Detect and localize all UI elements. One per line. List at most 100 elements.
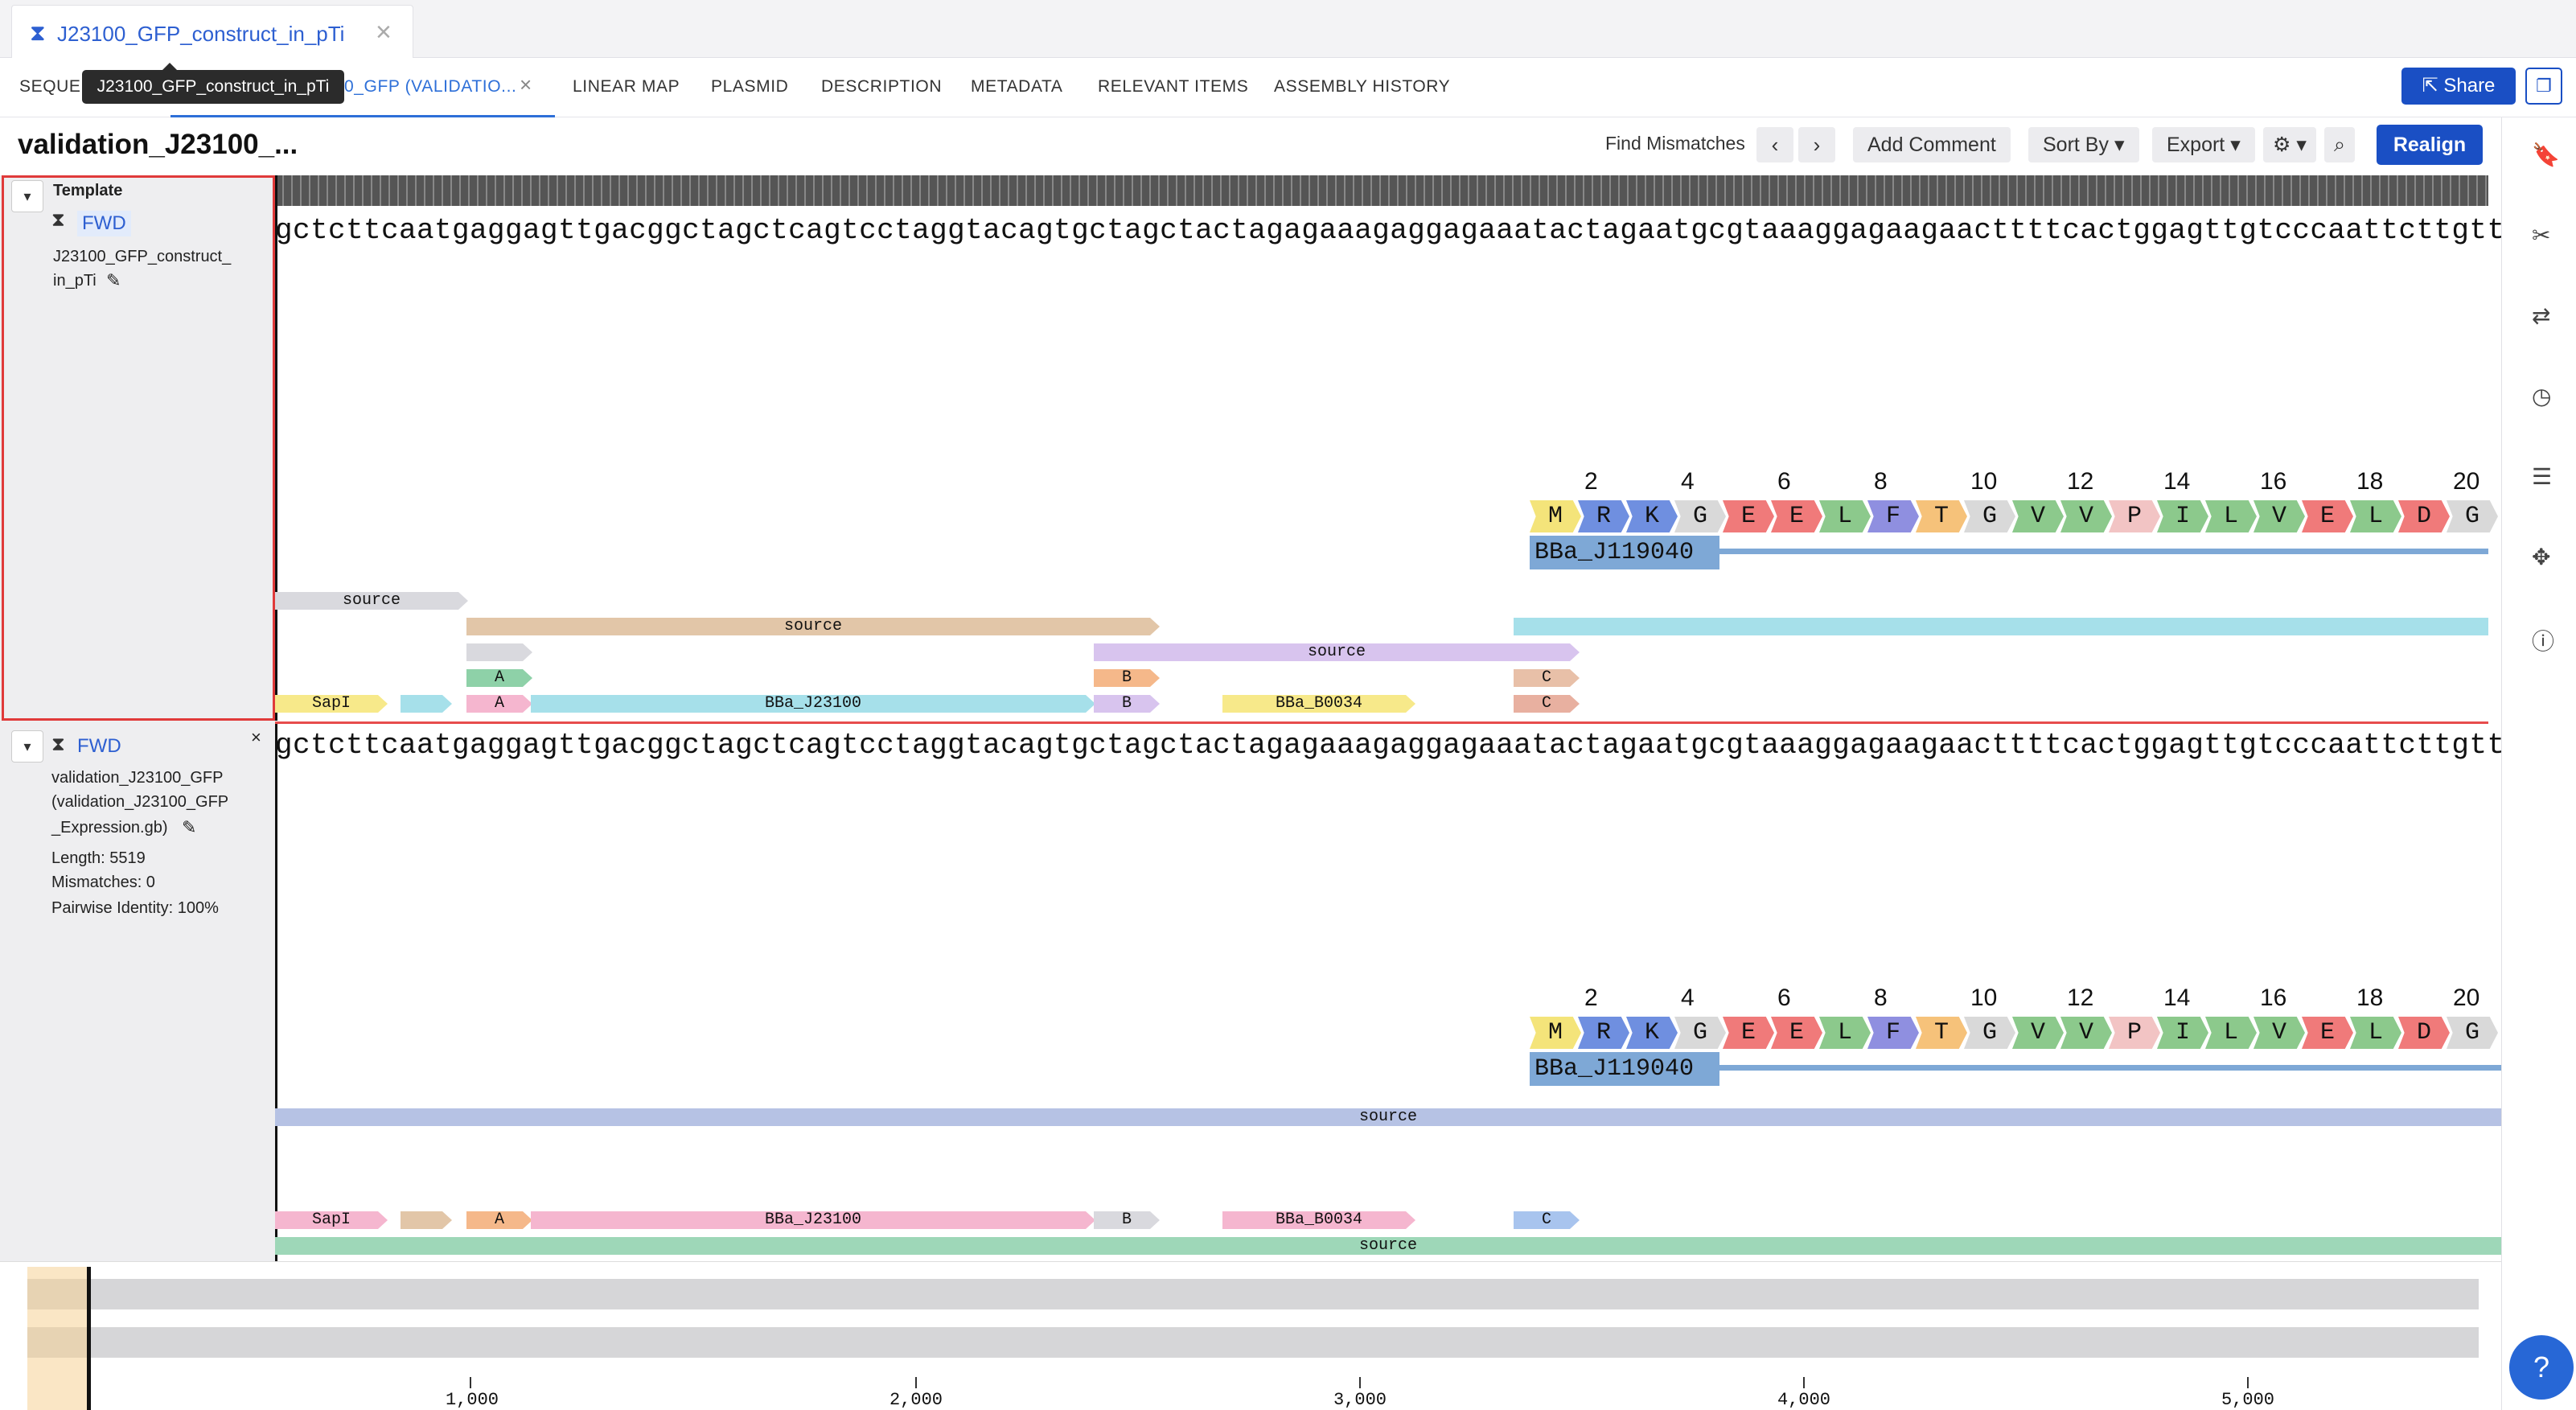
sort-by-button[interactable]: Sort By ▾ <box>2028 127 2139 162</box>
template-selection-box <box>2 175 275 721</box>
amino-acid: E <box>1771 1017 1822 1049</box>
tab-description[interactable]: DESCRIPTION <box>821 77 943 96</box>
orf-line <box>1719 549 2488 554</box>
close-icon[interactable]: × <box>376 17 392 47</box>
feature-source[interactable]: source <box>466 618 1160 635</box>
swap-icon[interactable]: ⇄ <box>2532 303 2551 328</box>
chevron-left-icon: ‹ <box>1771 133 1779 157</box>
amino-acid: L <box>2205 1017 2257 1049</box>
feature-SapI[interactable]: SapI <box>275 695 388 713</box>
amino-acid: E <box>1723 500 1774 532</box>
feature-source[interactable]: source <box>275 592 468 610</box>
copy-window-button[interactable]: ❐ <box>2525 68 2562 105</box>
amino-acid: E <box>1771 500 1822 532</box>
amino-acid: L <box>1819 500 1871 532</box>
feature-B[interactable]: B <box>1094 669 1160 687</box>
read-collapse-button[interactable]: ▾ <box>11 730 43 763</box>
feature-A[interactable]: A <box>466 695 532 713</box>
share-button[interactable]: ⇱ Share <box>2401 68 2516 105</box>
tab-validation[interactable]: 0_GFP (VALIDATIO... <box>344 77 517 96</box>
residue-number: 8 <box>1874 985 1888 1011</box>
caret-down-icon: ▾ <box>2230 134 2241 156</box>
overview-cursor[interactable] <box>87 1267 91 1410</box>
right-tool-rail <box>2501 117 2576 1410</box>
settings-button[interactable]: ⚙ ▾ <box>2263 127 2316 162</box>
history-icon[interactable]: ◷ <box>2532 384 2552 409</box>
info-icon[interactable]: ⓘ <box>2532 629 2555 654</box>
residue-number: 2 <box>1584 468 1598 495</box>
feature-A[interactable]: A <box>466 669 532 687</box>
residue-number: 12 <box>2067 468 2094 495</box>
next-mismatch-button[interactable]: › <box>1798 127 1835 162</box>
residue-number: 6 <box>1777 468 1791 495</box>
residue-number: 18 <box>2356 985 2384 1011</box>
export-button[interactable]: Export ▾ <box>2152 127 2255 162</box>
alignment-view[interactable]: gctcttcaatgaggagttgacggctagctcagtcctaggt… <box>275 175 2501 1261</box>
template-name-line1: J23100_GFP_construct_ <box>53 248 232 265</box>
amino-acid: K <box>1626 1017 1678 1049</box>
external-link-icon: ⇱ <box>2422 75 2444 97</box>
overview-viewport[interactable] <box>27 1267 90 1410</box>
tab-assembly-history[interactable]: ASSEMBLY HISTORY <box>1274 77 1451 96</box>
feature-B[interactable]: B <box>1094 1211 1160 1229</box>
align-left-icon[interactable]: ☰ <box>2532 464 2553 489</box>
caret-down-icon: ▾ <box>23 738 31 754</box>
tab-plasmid[interactable]: PLASMID <box>711 77 789 96</box>
feature-source[interactable]: source <box>275 1108 2501 1126</box>
feature-bar[interactable] <box>1514 618 2488 635</box>
gear-icon: ⚙ ▾ <box>2273 134 2307 156</box>
feature-C[interactable]: C <box>1514 695 1580 713</box>
prev-mismatch-button[interactable]: ‹ <box>1756 127 1793 162</box>
export-label: Export <box>2167 134 2225 156</box>
amino-acid: V <box>2060 500 2112 532</box>
amino-acid: V <box>2060 1017 2112 1049</box>
edit-icon[interactable]: ✎ <box>182 817 197 837</box>
bookmark-icon[interactable]: 🔖 <box>2532 142 2560 167</box>
help-button[interactable]: ? <box>2509 1335 2574 1400</box>
scissors-icon[interactable]: ✂ <box>2532 223 2551 248</box>
template-collapse-button[interactable]: ▾ <box>11 180 43 212</box>
residue-number: 6 <box>1777 985 1791 1011</box>
feature-BBa_J23100[interactable]: BBa_J23100 <box>531 695 1095 713</box>
search-icon: ⌕ <box>2334 134 2346 156</box>
feature-source[interactable]: source <box>275 1237 2501 1255</box>
residue-number: 8 <box>1874 468 1888 495</box>
feature-C[interactable]: C <box>1514 669 1580 687</box>
overview-read-bar <box>27 1327 2479 1358</box>
template-divider <box>275 721 2488 724</box>
feature-B[interactable]: B <box>1094 695 1160 713</box>
close-tab-icon[interactable]: × <box>520 72 532 97</box>
axis-label: 1,000 <box>446 1390 499 1410</box>
template-panel <box>0 175 275 721</box>
document-tab[interactable]: ⧗ J23100_GFP_construct_in_pTi × <box>11 5 413 58</box>
add-comment-button[interactable]: Add Comment <box>1853 127 2011 162</box>
row-cursor <box>275 724 277 1261</box>
feature-BBa_J23100[interactable]: BBa_J23100 <box>531 1211 1095 1229</box>
template-heading: Template <box>53 182 123 199</box>
residue-number: 16 <box>2260 468 2287 495</box>
feature-BBa_B0034[interactable]: BBa_B0034 <box>1222 1211 1415 1229</box>
feature-arrow[interactable] <box>401 695 452 713</box>
close-icon[interactable]: × <box>251 727 261 747</box>
tab-relevant-items[interactable]: RELEVANT ITEMS <box>1098 77 1249 96</box>
edit-icon[interactable]: ✎ <box>106 270 121 290</box>
hourglass-icon: ⧗ <box>30 20 46 45</box>
tab-metadata[interactable]: METADATA <box>971 77 1063 96</box>
realign-button[interactable]: Realign <box>2377 125 2483 165</box>
tab-sequence[interactable]: SEQUEN <box>19 77 94 96</box>
feature-arrow[interactable] <box>466 643 532 661</box>
feature-SapI[interactable]: SapI <box>275 1211 388 1229</box>
read-identity: Pairwise Identity: 100% <box>51 899 219 917</box>
feature-C[interactable]: C <box>1514 1211 1580 1229</box>
amino-acid: R <box>1578 1017 1629 1049</box>
read-direction: FWD <box>77 735 121 757</box>
feature-BBa_B0034[interactable]: BBa_B0034 <box>1222 695 1415 713</box>
search-button[interactable]: ⌕ <box>2324 127 2356 162</box>
feature-A[interactable]: A <box>466 1211 532 1229</box>
tab-linear-map[interactable]: LINEAR MAP <box>573 77 680 96</box>
feature-source[interactable]: source <box>1094 643 1580 661</box>
amino-acid: F <box>1867 1017 1919 1049</box>
feature-arrow[interactable] <box>401 1211 452 1229</box>
move-icon[interactable]: ✥ <box>2532 545 2551 569</box>
residue-number: 16 <box>2260 985 2287 1011</box>
